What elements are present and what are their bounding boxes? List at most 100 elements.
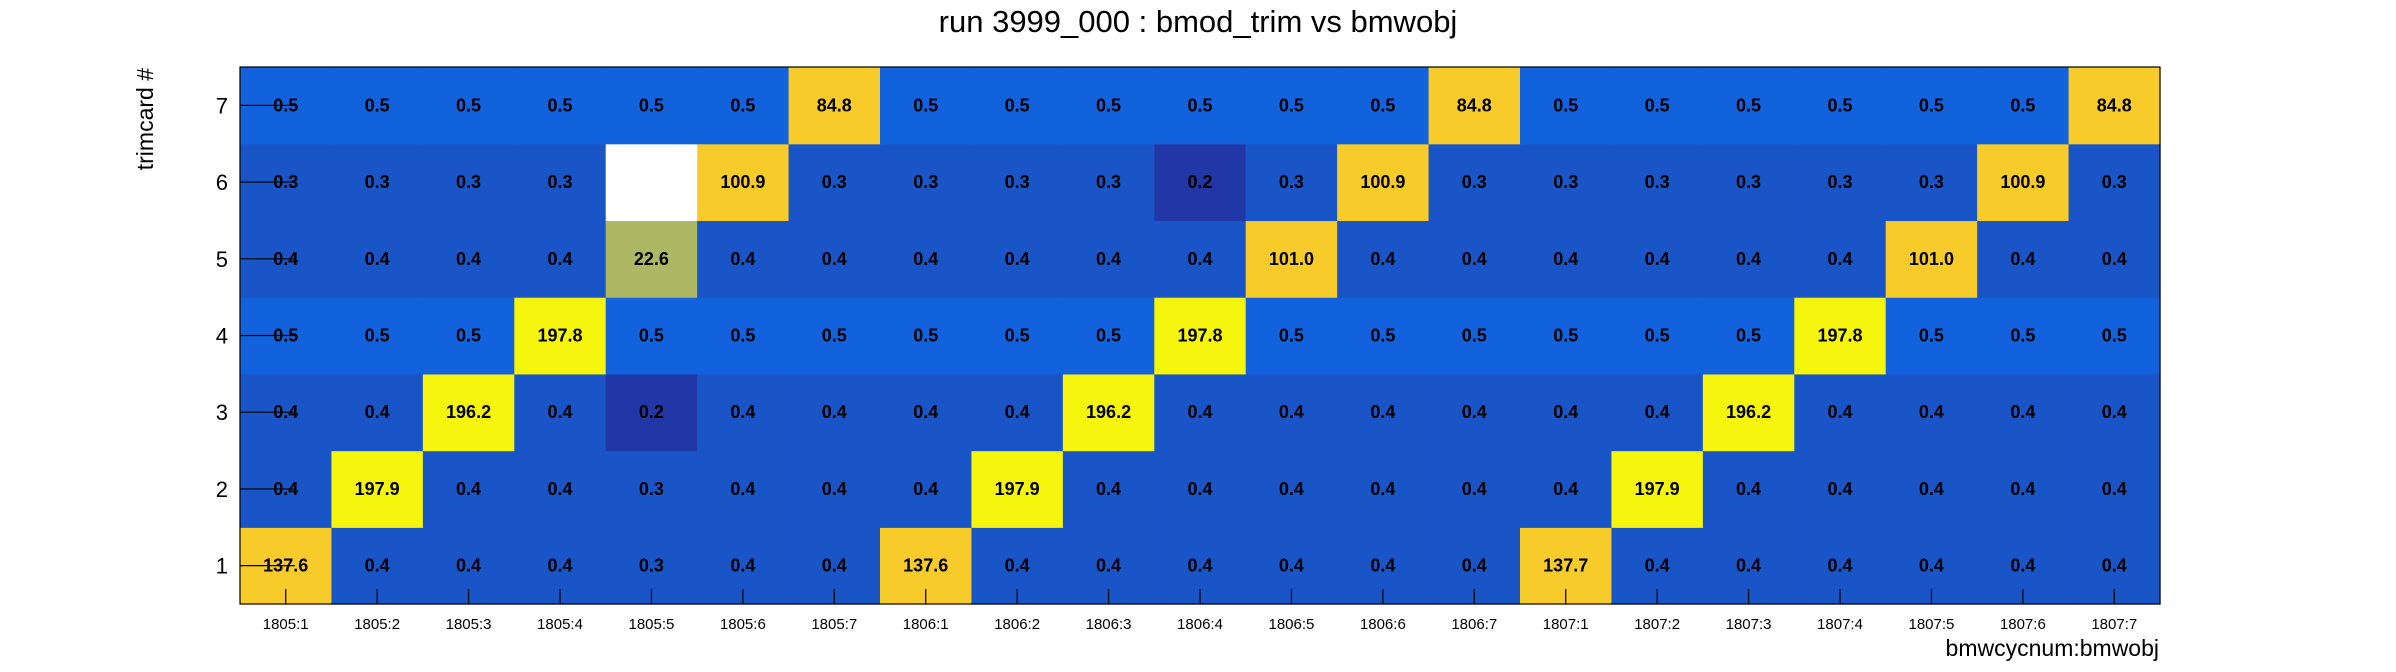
- heatmap-cell: [1611, 297, 1704, 375]
- chart-title: run 3999_000 : bmod_trim vs bmwobj: [939, 4, 1458, 39]
- heatmap-cell: [1428, 67, 1521, 145]
- cell-value-label: 0.4: [1187, 402, 1212, 422]
- cell-value-label: 0.5: [730, 95, 755, 115]
- heatmap-cell: [1154, 220, 1247, 298]
- cell-value-label: 0.3: [547, 172, 572, 192]
- x-tick-label: 1807:7: [2091, 616, 2137, 633]
- cell-value-label: 0.4: [1096, 556, 1121, 576]
- heatmap-cell: [2068, 143, 2161, 222]
- heatmap-cell: [1611, 373, 1704, 452]
- heatmap-cell: [1885, 297, 1978, 375]
- cell-value-label: 0.4: [1462, 402, 1487, 422]
- x-tick-label: 1806:2: [994, 616, 1040, 633]
- heatmap-cell: [880, 450, 973, 528]
- heatmap-cell: [1245, 143, 1338, 222]
- heatmap-cell: [2068, 67, 2161, 145]
- heatmap-cell: [331, 143, 424, 222]
- heatmap-cell: [1337, 67, 1430, 145]
- heatmap-cell: [788, 297, 881, 375]
- x-tick-label: 1807:6: [2000, 616, 2046, 633]
- heatmap-cell: [1885, 450, 1978, 528]
- x-tick-label: 1806:5: [1268, 616, 1314, 633]
- cell-value-label: 196.2: [446, 402, 491, 422]
- x-axis-title: bmwcycnum:bmwobj: [1946, 635, 2159, 661]
- cell-value-label: 0.4: [1827, 479, 1852, 499]
- cell-value-label: 0.4: [1827, 556, 1852, 576]
- cell-value-label: 0.4: [1370, 402, 1395, 422]
- cell-value-label: 0.3: [822, 172, 847, 192]
- heatmap-cell: [605, 373, 698, 452]
- cell-value-label: 0.5: [1736, 95, 1761, 115]
- heatmap-cell: [514, 373, 607, 452]
- heatmap-cell: [1245, 297, 1338, 375]
- x-tick-label: 1807:5: [1908, 616, 1954, 633]
- heatmap-cell: [788, 450, 881, 528]
- cell-value-label: 197.9: [1635, 479, 1680, 499]
- cell-value-label: 0.3: [639, 556, 664, 576]
- heatmap-cell: [1611, 450, 1704, 528]
- cell-value-label: 0.4: [2102, 249, 2127, 269]
- cell-value-label: 0.4: [2010, 249, 2035, 269]
- cell-value-label: 197.8: [1177, 326, 1222, 346]
- heatmap-cell: [697, 220, 790, 298]
- heatmap-cell: [1062, 373, 1155, 452]
- x-tick-label: 1806:7: [1451, 616, 1497, 633]
- heatmap-cell: [1977, 450, 2070, 528]
- cell-value-label: 0.5: [456, 95, 481, 115]
- cell-value-label: 0.4: [547, 479, 572, 499]
- heatmap-cell: [2068, 373, 2161, 452]
- cell-value-label: 0.5: [822, 326, 847, 346]
- x-tick-label: 1805:6: [720, 616, 766, 633]
- cell-value-label: 0.4: [456, 556, 481, 576]
- cell-value-label: 0.4: [2010, 479, 2035, 499]
- heatmap-cell: [1794, 373, 1887, 452]
- heatmap-cell: [788, 373, 881, 452]
- heatmap-cell: [1062, 143, 1155, 222]
- heatmap-cell: [1154, 143, 1247, 222]
- heatmap-cell: [1245, 373, 1338, 452]
- heatmap-cell: [1794, 143, 1887, 222]
- cell-value-label: 0.5: [365, 326, 390, 346]
- cell-value-label: 0.4: [730, 556, 755, 576]
- heatmap-cell: [2068, 450, 2161, 528]
- cell-value-label: 0.3: [913, 172, 938, 192]
- cell-value-label: 0.4: [547, 556, 572, 576]
- cell-value-label: 0.5: [639, 326, 664, 346]
- y-tick-label: 1: [216, 554, 228, 579]
- heatmap-cell: [1794, 450, 1887, 528]
- heatmap-cell: [1520, 143, 1613, 222]
- x-axis-ticks: 1805:1 1805:2 1805:3 1805:4 1805:5 1805:6 1805…: [263, 589, 2137, 633]
- cell-value-label: 0.4: [1462, 249, 1487, 269]
- heatmap-cell: [1702, 67, 1795, 145]
- cell-value-label: 0.4: [1370, 479, 1395, 499]
- cell-value-label: 0.5: [1005, 95, 1030, 115]
- cell-value-label: 0.5: [456, 326, 481, 346]
- cell-value-label: 0.5: [2010, 95, 2035, 115]
- heatmap-cell: [1154, 67, 1247, 145]
- heatmap-cell: [1062, 297, 1155, 375]
- heatmap-cell: [605, 297, 698, 375]
- y-tick-label: 5: [216, 247, 228, 272]
- heatmap-cell: [331, 450, 424, 528]
- cell-value-label: 0.3: [1553, 172, 1578, 192]
- cell-value-label: 0.4: [730, 402, 755, 422]
- heatmap-cell: [971, 143, 1064, 222]
- heatmap-cell: [1428, 220, 1521, 298]
- heatmap-cell: [605, 143, 698, 222]
- cell-value-label: 0.3: [456, 172, 481, 192]
- heatmap-cell: [697, 450, 790, 528]
- heatmap-cell: [697, 373, 790, 452]
- cell-value-label: 197.9: [995, 479, 1040, 499]
- cell-value-label: 197.8: [537, 326, 582, 346]
- cell-value-label: 0.4: [1279, 479, 1304, 499]
- cell-value-label: 0.3: [2102, 172, 2127, 192]
- heatmap-cell: [1977, 220, 2070, 298]
- heatmap-cell: [331, 67, 424, 145]
- cell-value-label: 0.4: [822, 479, 847, 499]
- cell-value-label: 0.2: [639, 402, 664, 422]
- heatmap-cell: [331, 297, 424, 375]
- cell-value-label: 0.4: [1919, 402, 1944, 422]
- heatmap-cell: [422, 67, 515, 145]
- cell-value-label: 0.4: [1919, 556, 1944, 576]
- heatmap-cell: [422, 450, 515, 528]
